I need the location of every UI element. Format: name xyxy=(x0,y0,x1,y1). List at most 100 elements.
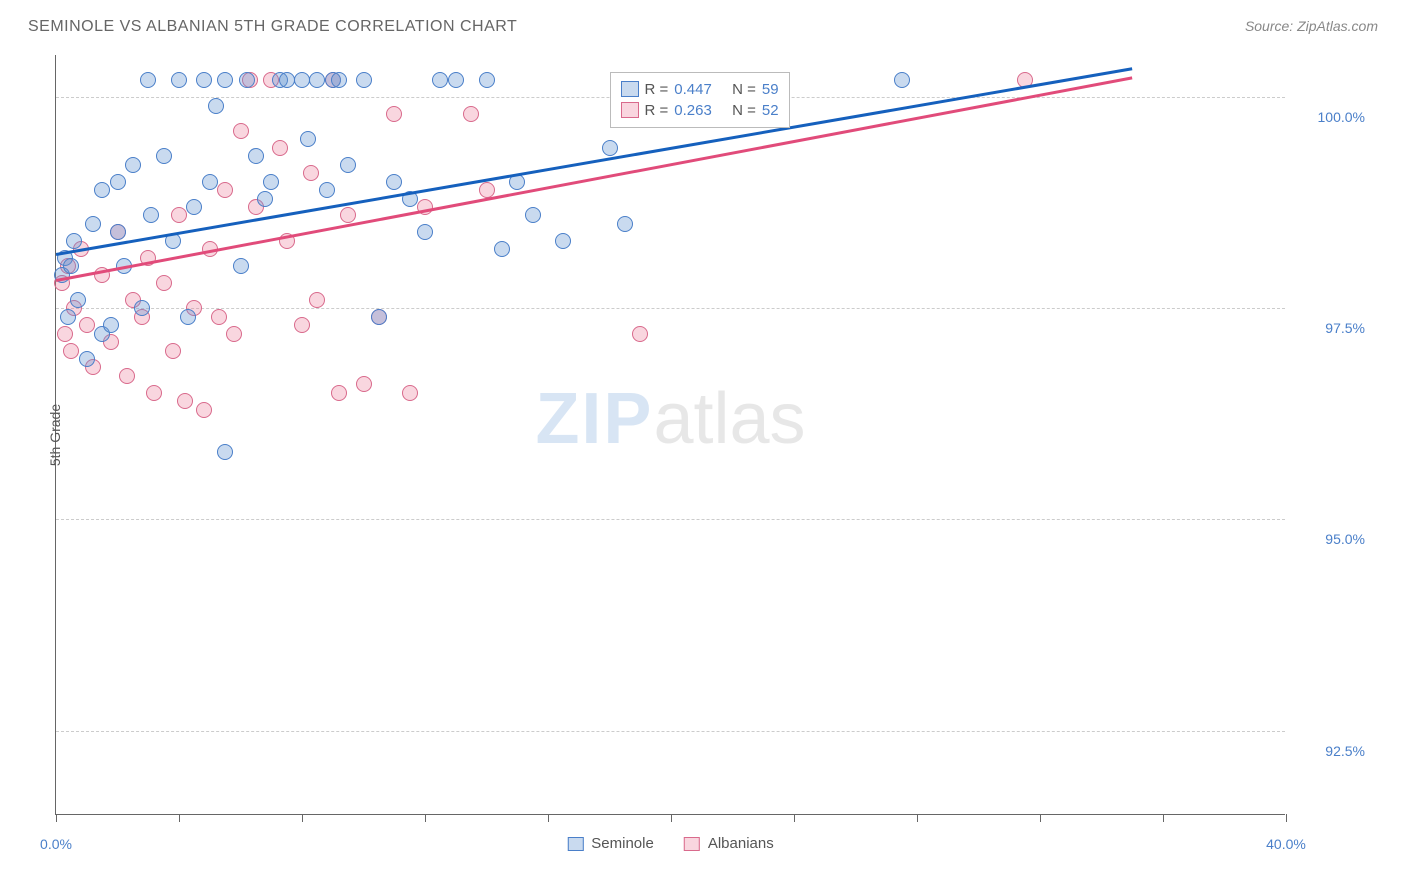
x-tick xyxy=(1163,814,1164,822)
series-legend: Seminole Albanians xyxy=(567,835,773,852)
seminole-point xyxy=(294,72,310,88)
albanian-swatch-icon xyxy=(684,837,700,851)
seminole-swatch-icon xyxy=(567,837,583,851)
albanian-point xyxy=(177,393,193,409)
x-tick xyxy=(917,814,918,822)
albanian-point xyxy=(272,140,288,156)
albanian-point xyxy=(146,385,162,401)
seminole-point xyxy=(208,98,224,114)
seminole-point xyxy=(894,72,910,88)
seminole-point xyxy=(257,191,273,207)
albanian-point xyxy=(63,343,79,359)
seminole-trendline xyxy=(56,68,1133,256)
albanian-point xyxy=(226,326,242,342)
seminole-point xyxy=(110,174,126,190)
albanian-point xyxy=(632,326,648,342)
x-tick xyxy=(794,814,795,822)
x-tick xyxy=(425,814,426,822)
seminole-point xyxy=(494,241,510,257)
seminole-swatch-icon xyxy=(621,81,639,97)
x-tick xyxy=(1286,814,1287,822)
x-tick-label: 0.0% xyxy=(40,836,72,852)
x-tick xyxy=(1040,814,1041,822)
albanian-point xyxy=(196,402,212,418)
seminole-point xyxy=(331,72,347,88)
legend-label: Seminole xyxy=(591,835,654,852)
x-tick-label: 40.0% xyxy=(1266,836,1306,852)
seminole-point xyxy=(279,72,295,88)
n-label: N = xyxy=(732,102,756,119)
seminole-point xyxy=(617,216,633,232)
seminole-point xyxy=(85,216,101,232)
seminole-point xyxy=(186,199,202,215)
gridline xyxy=(56,519,1285,520)
albanian-point xyxy=(217,182,233,198)
seminole-point xyxy=(386,174,402,190)
gridline xyxy=(56,731,1285,732)
seminole-point xyxy=(217,72,233,88)
seminole-point xyxy=(300,131,316,147)
x-tick xyxy=(548,814,549,822)
y-tick-label: 92.5% xyxy=(1325,743,1365,759)
seminole-point xyxy=(156,148,172,164)
seminole-point xyxy=(479,72,495,88)
r-value: 0.263 xyxy=(674,102,712,119)
albanian-point xyxy=(340,207,356,223)
albanian-point xyxy=(233,123,249,139)
r-label: R = xyxy=(645,102,669,119)
stats-legend-box: R =0.447 N =59 R = 0.263 N = 52 xyxy=(610,72,790,128)
seminole-point xyxy=(248,148,264,164)
albanian-point xyxy=(156,275,172,291)
seminole-point xyxy=(180,309,196,325)
stats-row: R = 0.263 N = 52 xyxy=(621,100,779,121)
albanian-point xyxy=(79,317,95,333)
watermark-atlas: atlas xyxy=(653,379,805,459)
source-label: Source: ZipAtlas.com xyxy=(1245,18,1378,34)
seminole-point xyxy=(263,174,279,190)
y-tick-label: 97.5% xyxy=(1325,320,1365,336)
albanian-point xyxy=(211,309,227,325)
albanian-point xyxy=(119,368,135,384)
seminole-point xyxy=(309,72,325,88)
seminole-point xyxy=(340,157,356,173)
seminole-point xyxy=(239,72,255,88)
seminole-point xyxy=(171,72,187,88)
gridline xyxy=(56,308,1285,309)
albanian-point xyxy=(57,326,73,342)
legend-label: Albanians xyxy=(708,835,774,852)
watermark-zip: ZIP xyxy=(535,379,653,459)
seminole-point xyxy=(94,182,110,198)
albanian-point xyxy=(463,106,479,122)
albanian-swatch-icon xyxy=(621,102,639,118)
seminole-point xyxy=(448,72,464,88)
seminole-point xyxy=(79,351,95,367)
albanian-point xyxy=(309,292,325,308)
seminole-point xyxy=(103,317,119,333)
watermark: ZIPatlas xyxy=(535,378,805,460)
x-tick xyxy=(302,814,303,822)
albanian-point xyxy=(386,106,402,122)
seminole-point xyxy=(125,157,141,173)
seminole-point xyxy=(140,72,156,88)
albanian-point xyxy=(331,385,347,401)
x-tick xyxy=(56,814,57,822)
seminole-point xyxy=(143,207,159,223)
seminole-point xyxy=(134,300,150,316)
albanian-point xyxy=(165,343,181,359)
albanian-point xyxy=(294,317,310,333)
albanian-point xyxy=(402,385,418,401)
seminole-point xyxy=(63,258,79,274)
seminole-point xyxy=(432,72,448,88)
seminole-point xyxy=(319,182,335,198)
seminole-point xyxy=(356,72,372,88)
n-value: 52 xyxy=(762,102,779,119)
albanian-point xyxy=(303,165,319,181)
legend-item: Seminole xyxy=(567,835,654,852)
seminole-point xyxy=(555,233,571,249)
plot-area: 5th Grade ZIPatlas 92.5%95.0%97.5%100.0%… xyxy=(55,55,1285,815)
stats-row: R =0.447 N =59 xyxy=(621,79,779,100)
seminole-point xyxy=(217,444,233,460)
seminole-point xyxy=(60,309,76,325)
seminole-point xyxy=(70,292,86,308)
seminole-point xyxy=(66,233,82,249)
